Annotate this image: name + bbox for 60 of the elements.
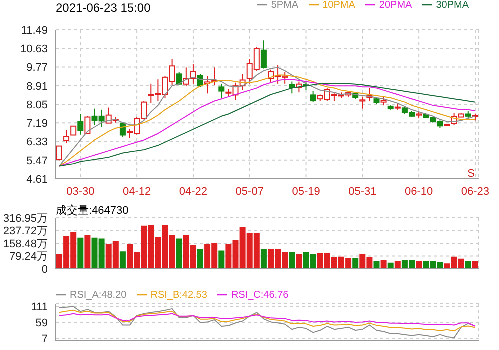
y-tick-label: 4.61 xyxy=(26,174,48,186)
y-tick-label: 79.24万 xyxy=(9,251,48,264)
y-tick-label: 7 xyxy=(42,334,48,346)
legend-label: RSI_C:46.76 xyxy=(231,290,289,301)
y-tick-label: 9.77 xyxy=(26,62,48,74)
bar xyxy=(380,260,387,269)
y-tick-label: 8.05 xyxy=(26,99,48,112)
legend-label: 5PMA xyxy=(271,0,299,11)
candlestick xyxy=(56,146,62,162)
bar xyxy=(388,262,394,269)
bar xyxy=(78,238,84,269)
bar xyxy=(352,258,359,269)
legend-label: RSI_B:42.53 xyxy=(150,290,208,301)
x-tick-label: 05-19 xyxy=(292,186,320,198)
y-tick-label: 6.33 xyxy=(26,136,48,149)
legend-label: 20PMA xyxy=(379,0,412,11)
bar xyxy=(374,261,380,269)
x-tick-label: 04-22 xyxy=(179,186,208,198)
x-tick-label: 05-07 xyxy=(236,186,264,198)
bar xyxy=(289,252,296,269)
candlestick xyxy=(64,130,70,144)
y-tick-label: 59 xyxy=(36,318,48,330)
candlestick xyxy=(78,114,84,136)
bar xyxy=(218,250,225,269)
y-tick-label: 5.47 xyxy=(26,155,48,168)
y-tick-label: 11.49 xyxy=(21,24,48,37)
y-tick-label: 10.63 xyxy=(20,44,48,56)
bar xyxy=(472,261,478,269)
y-tick-label: 158.48万 xyxy=(3,238,48,250)
y-tick-label: 111 xyxy=(31,302,48,314)
bar xyxy=(84,236,91,269)
bar xyxy=(296,254,302,269)
line-series xyxy=(59,306,476,338)
y-tick-label: 316.95万 xyxy=(3,212,48,225)
candlestick xyxy=(260,40,267,70)
bar xyxy=(260,249,267,269)
text: 成交量:464730 xyxy=(56,204,129,218)
x-tick-label: 05-31 xyxy=(348,186,377,198)
legend-label: 30PMA xyxy=(436,0,469,11)
bar xyxy=(198,249,204,269)
line-series xyxy=(59,313,476,328)
x-tick-label: 06-23 xyxy=(461,186,490,198)
bar xyxy=(394,261,401,269)
bar xyxy=(465,261,472,269)
y-tick-label: 237.72万 xyxy=(3,226,48,238)
x-tick-label: 04-12 xyxy=(123,186,152,198)
chart-title: 2021-06-23 15:00 xyxy=(56,1,151,15)
legend-label: 10PMA xyxy=(322,0,356,11)
series-label: RSI_A:48.20 xyxy=(70,290,127,301)
y-tick-label: 7.19 xyxy=(26,118,48,130)
bar xyxy=(416,261,422,269)
candlestick xyxy=(70,126,77,136)
y-tick-label: 8.91 xyxy=(26,80,48,93)
bar xyxy=(176,238,182,269)
annotation: S xyxy=(468,168,475,180)
x-tick-label: 06-10 xyxy=(405,186,434,198)
y-tick-label: 0 xyxy=(42,264,48,276)
line-series xyxy=(59,310,476,332)
x-tick-label: 03-30 xyxy=(66,186,95,198)
bar xyxy=(120,252,126,269)
